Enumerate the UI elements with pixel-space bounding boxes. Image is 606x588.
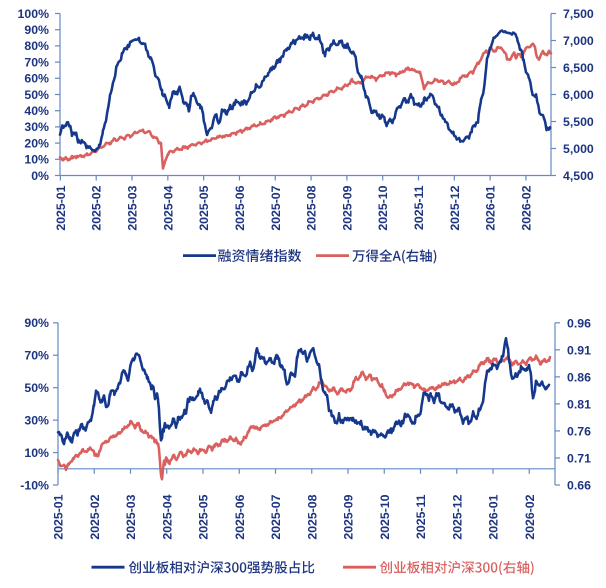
- svg-text:30%: 30%: [24, 120, 49, 134]
- svg-text:2025-11: 2025-11: [412, 185, 426, 230]
- svg-text:7,500: 7,500: [563, 7, 594, 21]
- svg-text:5,000: 5,000: [563, 142, 594, 156]
- svg-text:2025-06: 2025-06: [233, 185, 247, 230]
- svg-text:2025-05: 2025-05: [197, 494, 211, 539]
- svg-text:2026-01: 2026-01: [484, 185, 498, 230]
- svg-text:0.86: 0.86: [567, 370, 591, 384]
- svg-text:10%: 10%: [24, 153, 49, 167]
- svg-text:2025-02: 2025-02: [90, 185, 104, 230]
- svg-text:2025-08: 2025-08: [305, 185, 319, 230]
- svg-text:2025-01: 2025-01: [52, 494, 66, 539]
- svg-text:2025-06: 2025-06: [233, 494, 247, 539]
- svg-text:0%: 0%: [31, 169, 49, 183]
- svg-text:90%: 90%: [24, 23, 49, 37]
- svg-text:2026-02: 2026-02: [523, 494, 537, 539]
- svg-text:5,500: 5,500: [563, 115, 594, 129]
- svg-text:40%: 40%: [24, 104, 49, 118]
- svg-text:2025-08: 2025-08: [305, 494, 319, 539]
- svg-text:2025-10: 2025-10: [378, 494, 392, 539]
- svg-text:2025-04: 2025-04: [160, 494, 174, 539]
- svg-text:50%: 50%: [24, 88, 49, 102]
- svg-text:60%: 60%: [24, 72, 49, 86]
- svg-text:2025-11: 2025-11: [414, 494, 428, 539]
- svg-text:2025-09: 2025-09: [342, 494, 356, 539]
- svg-text:2025-12: 2025-12: [450, 494, 464, 539]
- svg-text:2025-12: 2025-12: [448, 185, 462, 230]
- svg-text:4,500: 4,500: [563, 169, 594, 183]
- svg-text:100%: 100%: [18, 7, 50, 21]
- svg-text:6,000: 6,000: [563, 88, 594, 102]
- svg-text:6,500: 6,500: [563, 61, 594, 75]
- svg-text:30%: 30%: [24, 413, 49, 427]
- svg-text:2026-02: 2026-02: [519, 185, 533, 230]
- svg-text:2025-10: 2025-10: [376, 185, 390, 230]
- svg-text:70%: 70%: [24, 55, 49, 69]
- svg-text:2025-02: 2025-02: [88, 494, 102, 539]
- svg-text:80%: 80%: [24, 39, 49, 53]
- svg-text:2025-07: 2025-07: [269, 494, 283, 539]
- svg-text:0.81: 0.81: [567, 397, 591, 411]
- svg-text:2025-03: 2025-03: [124, 494, 138, 539]
- svg-text:2025-09: 2025-09: [340, 185, 354, 230]
- svg-text:10%: 10%: [24, 446, 49, 460]
- svg-text:2025-05: 2025-05: [197, 185, 211, 230]
- svg-text:0.91: 0.91: [567, 343, 591, 357]
- svg-text:2025-07: 2025-07: [269, 185, 283, 230]
- svg-text:2025-03: 2025-03: [126, 185, 140, 230]
- svg-text:0.76: 0.76: [567, 424, 591, 438]
- svg-text:20%: 20%: [24, 136, 49, 150]
- svg-text:2025-01: 2025-01: [54, 185, 68, 230]
- svg-text:2025-04: 2025-04: [161, 185, 175, 230]
- svg-text:50%: 50%: [24, 381, 49, 395]
- svg-text:7,000: 7,000: [563, 34, 594, 48]
- svg-text:90%: 90%: [24, 316, 49, 330]
- svg-text:0.66: 0.66: [567, 479, 591, 493]
- svg-text:0.71: 0.71: [567, 451, 591, 465]
- svg-text:2026-01: 2026-01: [487, 494, 501, 539]
- svg-text:-10%: -10%: [20, 478, 49, 492]
- svg-text:0.96: 0.96: [567, 316, 591, 330]
- svg-text:70%: 70%: [24, 349, 49, 363]
